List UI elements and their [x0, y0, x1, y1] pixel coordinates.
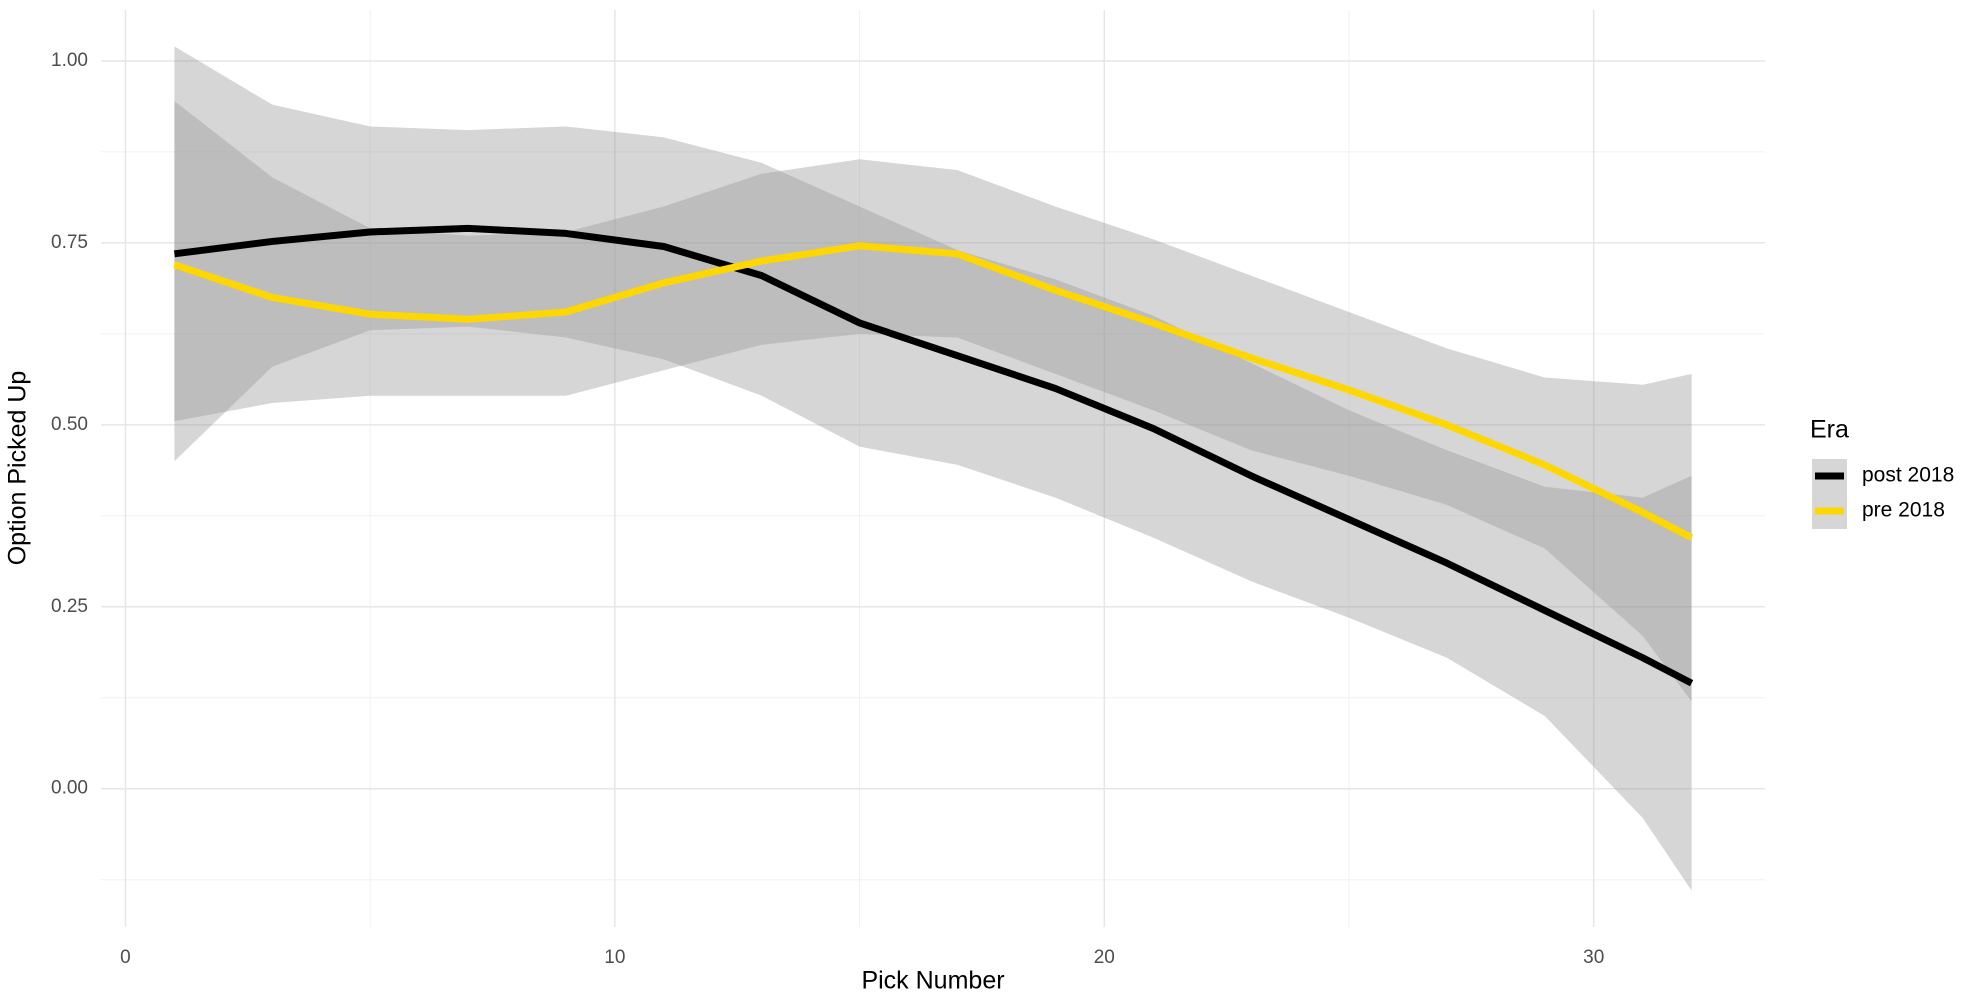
confidence-ribbon — [174, 46, 1692, 891]
legend-label: pre 2018 — [1862, 499, 1945, 522]
x-tick-label: 20 — [1094, 947, 1115, 968]
series-line — [173, 224, 1694, 687]
x-tick-label: 10 — [604, 947, 625, 968]
y-axis-title: Option Picked Up — [4, 371, 32, 566]
confidence-ribbon — [174, 100, 1692, 702]
y-tick-label: 0.50 — [51, 414, 88, 435]
legend-label: post 2018 — [1862, 464, 1954, 487]
x-tick-label: 0 — [120, 947, 131, 968]
series-line — [173, 242, 1694, 541]
y-tick-label: 1.00 — [51, 50, 88, 71]
y-tick-label: 0.25 — [51, 596, 88, 617]
x-axis-title: Pick Number — [861, 967, 1004, 995]
y-tick-label: 0.75 — [51, 232, 88, 253]
legend-title: Era — [1810, 416, 1849, 444]
y-tick-label: 0.00 — [51, 778, 88, 799]
x-tick-label: 30 — [1583, 947, 1604, 968]
